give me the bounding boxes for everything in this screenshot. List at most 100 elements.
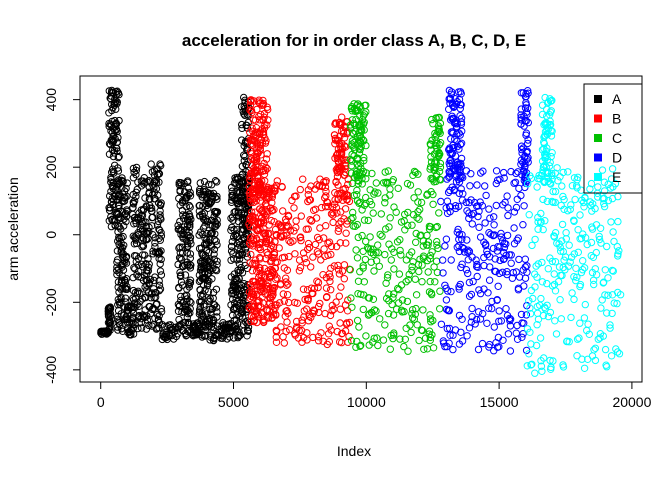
data-point (609, 267, 617, 275)
data-point (385, 290, 393, 298)
data-point (241, 111, 249, 120)
data-point (276, 232, 284, 240)
data-point (360, 110, 369, 118)
data-point (512, 329, 520, 337)
data-point (316, 224, 324, 232)
data-point (341, 184, 349, 193)
data-point (546, 308, 555, 317)
data-point (212, 266, 221, 275)
data-point (183, 231, 191, 240)
data-point (592, 221, 601, 229)
data-point (580, 264, 589, 272)
data-point (452, 100, 461, 108)
data-point (135, 302, 143, 310)
data-point (442, 204, 450, 212)
data-point (177, 278, 186, 286)
data-point (174, 307, 183, 315)
data-point (356, 198, 364, 207)
data-point (497, 229, 505, 238)
data-point (249, 303, 257, 311)
data-point (357, 139, 365, 147)
data-point (395, 299, 403, 307)
data-point (601, 345, 610, 354)
data-point (595, 232, 603, 241)
data-point (256, 266, 264, 275)
data-point (251, 208, 259, 216)
data-point (338, 329, 346, 337)
data-point (314, 333, 323, 341)
data-point (567, 253, 576, 261)
data-point (541, 161, 549, 170)
data-point (500, 243, 509, 252)
data-point (433, 268, 442, 277)
data-point (175, 302, 184, 310)
data-point (240, 234, 249, 242)
data-point (113, 195, 121, 203)
data-point (259, 166, 268, 175)
data-point (463, 236, 471, 244)
data-point (506, 347, 515, 355)
data-point (198, 293, 207, 301)
data-point (234, 187, 242, 195)
data-point (252, 167, 260, 175)
data-point (347, 215, 355, 223)
data-point (554, 177, 562, 185)
data-point (457, 185, 465, 193)
data-point (202, 331, 210, 340)
data-point (183, 192, 191, 200)
data-point (176, 323, 185, 331)
data-point (449, 114, 457, 123)
data-point (527, 361, 535, 369)
data-point (331, 136, 340, 144)
data-point (229, 305, 238, 314)
data-point (417, 198, 426, 207)
data-point (573, 335, 582, 343)
data-point (332, 298, 340, 306)
data-point (481, 219, 489, 227)
data-point (114, 228, 122, 236)
data-point (551, 317, 559, 325)
data-point (272, 333, 280, 341)
data-point (492, 179, 500, 188)
data-point (562, 235, 570, 243)
data-point (374, 189, 382, 197)
data-point (301, 295, 309, 304)
data-point (514, 284, 523, 292)
data-point (137, 206, 146, 214)
data-point (122, 217, 130, 226)
data-point (538, 278, 547, 286)
data-point (296, 263, 305, 272)
data-point (212, 285, 221, 293)
data-point (544, 168, 552, 177)
data-point (547, 132, 556, 140)
data-point (115, 177, 123, 185)
data-point (327, 286, 335, 294)
data-point (614, 250, 622, 258)
data-point (486, 263, 494, 271)
data-point (186, 279, 195, 287)
data-point (357, 134, 365, 142)
data-point (117, 234, 125, 242)
data-point (567, 313, 575, 322)
data-point (230, 278, 239, 287)
y-tick-label: 200 (43, 155, 59, 179)
data-point (522, 131, 530, 139)
data-point (107, 95, 115, 103)
data-point (544, 265, 552, 273)
data-point (106, 318, 114, 326)
data-point (539, 225, 547, 234)
data-point (248, 233, 256, 241)
data-point (354, 290, 362, 298)
data-point (186, 305, 194, 313)
data-point (552, 330, 561, 338)
data-point (407, 328, 415, 337)
data-point (426, 277, 434, 286)
data-point (349, 213, 357, 222)
data-point (432, 137, 441, 145)
data-point (237, 284, 245, 292)
data-point (520, 202, 528, 210)
data-point (248, 208, 256, 216)
data-point (314, 302, 323, 311)
data-point (495, 269, 504, 278)
data-point (329, 211, 337, 219)
